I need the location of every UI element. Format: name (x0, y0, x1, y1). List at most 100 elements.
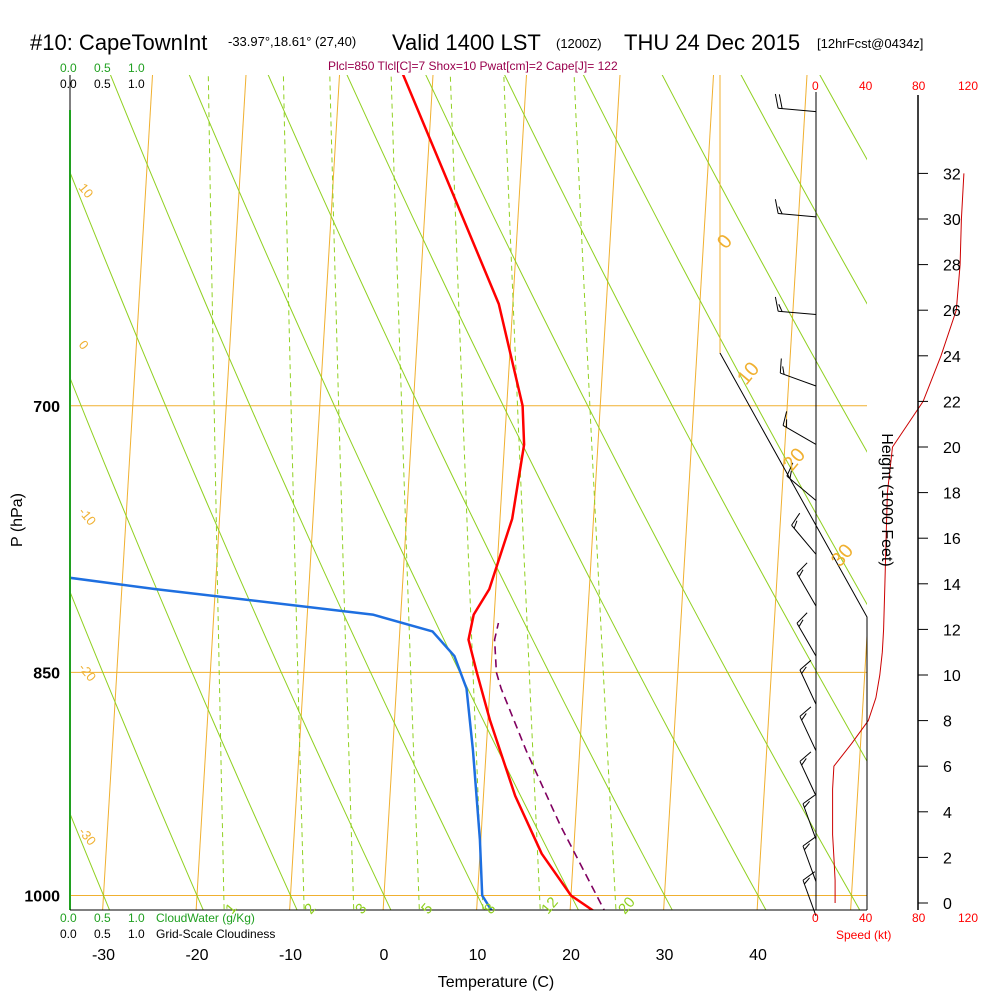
isotherm-label: 30 (827, 540, 858, 571)
mixing-ratio-line (390, 75, 420, 910)
isotherm-line (850, 627, 867, 910)
dry-adiabat-line (70, 812, 111, 910)
dry-adiabat-line (479, 0, 1000, 936)
wind-barb-feather (782, 366, 785, 375)
dry-adiabat-line (70, 376, 298, 910)
speed-top-80: 80 (912, 79, 926, 93)
wind-barb-feather (802, 794, 816, 805)
wind-barb-feather (798, 619, 804, 627)
wind-barb-shaft (802, 803, 817, 840)
dry-adiabat-line (582, 75, 867, 606)
mixing-ratio-label: 8 (481, 900, 499, 917)
isotherm-label: 0 (713, 231, 737, 254)
station-location: -33.97°,18.61° (27,40) (228, 34, 356, 49)
wind-barb-feather (801, 666, 807, 674)
dry-adiabat-line (740, 75, 867, 305)
mixing-ratio-line (329, 75, 355, 910)
height-tick-label: 18 (943, 486, 961, 503)
dry-adiabat-line (70, 590, 204, 910)
dry-adiabat-line (188, 75, 579, 910)
wind-barb-feather (796, 562, 808, 574)
mixing-ratio-line (282, 75, 305, 910)
wind-barb-feather (803, 801, 810, 808)
wind-barb (799, 751, 817, 797)
height-tick-label: 0 (943, 896, 952, 913)
dry-adiabat-line (731, 0, 1000, 936)
wind-barb-shaft (802, 845, 817, 882)
height-tick-label: 32 (943, 166, 961, 183)
isotherm-line (102, 75, 154, 910)
wind-barb (782, 411, 817, 445)
wind-barb-feather (796, 612, 808, 624)
wind-barb-shaft (778, 310, 817, 316)
cloudiness-bottom-0: 0.0 (60, 927, 77, 941)
cloudiness-label: Grid-Scale Cloudiness (156, 927, 275, 941)
height-tick-label: 24 (943, 349, 961, 366)
wind-barb-shaft (791, 524, 817, 555)
cloudiness-top-0: 0.0 (60, 77, 77, 91)
isotherm-line (289, 75, 341, 910)
speed-bottom-120: 120 (958, 911, 978, 925)
height-tick-label: 20 (943, 440, 961, 457)
isotherm-label: -20 (76, 660, 100, 684)
height-tick-label: 14 (943, 577, 961, 594)
wind-barb (799, 659, 817, 705)
dry-adiabat-line (0, 0, 26, 936)
height-tick-label: 12 (943, 622, 961, 639)
dry-adiabat-line (504, 75, 867, 763)
surface-temperature-dot (608, 916, 616, 924)
cloudiness-top-1: 1.0 (128, 77, 145, 91)
zulu-time: (1200Z) (556, 36, 602, 51)
wind-barb-feather (778, 206, 783, 215)
wind-barb (786, 462, 817, 501)
isotherm-line (756, 75, 808, 910)
height-tick-label: 2 (943, 850, 952, 867)
isotherm-label: 10 (76, 180, 97, 201)
wind-barb (774, 93, 817, 113)
dry-adiabat-line (346, 75, 767, 910)
wind-barb (802, 837, 817, 882)
height-tick-label: 28 (943, 258, 961, 275)
x-axis-title: Temperature (C) (438, 974, 554, 991)
height-tick-label: 10 (943, 668, 961, 685)
wind-barb-feather (778, 94, 783, 109)
background-lines (0, 0, 1000, 936)
plot-right-boundary (719, 75, 868, 910)
temperature-tick-label: 10 (469, 947, 487, 964)
cloudiness-bottom-1: 1.0 (128, 927, 145, 941)
wind-barb (791, 512, 817, 555)
wind-barb-shaft (778, 213, 817, 218)
temperature-trace (401, 75, 595, 910)
wind-barb-shaft (799, 716, 817, 752)
height-tick-label: 26 (943, 303, 961, 320)
wind-barb (774, 199, 817, 218)
mixing-ratio-label: 12 (538, 894, 562, 918)
wind-barb-feather (793, 520, 798, 529)
valid-date: THU 24 Dec 2015 (624, 30, 800, 55)
height-tick-label: 4 (943, 805, 952, 822)
dry-adiabat-line (354, 0, 1000, 936)
mixing-ratio-label: 2 (301, 900, 319, 917)
wind-barb-shaft (778, 107, 817, 113)
wind-barb-shaft (782, 425, 817, 445)
parcel-trace (493, 622, 606, 910)
height-tick-label: 16 (943, 531, 961, 548)
wind-barb-feather (799, 706, 812, 717)
wind-barb-column (774, 93, 817, 917)
wind-barb-feather (801, 758, 807, 766)
mixing-ratio-label: 3 (352, 900, 370, 917)
wind-barb-feather (801, 713, 807, 721)
dry-adiabat-line (542, 0, 1000, 936)
speed-bottom-0: 0 (812, 911, 819, 925)
wind-barb-feather (774, 199, 779, 214)
wind-barb-shaft (780, 372, 817, 387)
wind-barb-feather (791, 512, 801, 526)
wind-barb-feather (803, 877, 810, 885)
wind-barb-feather (774, 93, 779, 109)
height-tick-label: 30 (943, 212, 961, 229)
wind-barb (796, 612, 817, 657)
isotherm-line (382, 75, 434, 910)
wind-barb-feather (789, 470, 792, 479)
speed-top-120: 120 (958, 79, 978, 93)
